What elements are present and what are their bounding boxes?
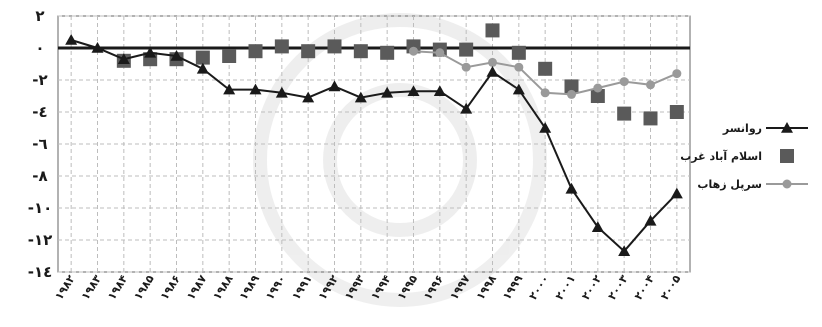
legend-item-2: اسلام آباد غرب: [680, 149, 794, 163]
data-point: [222, 49, 237, 63]
data-point: [353, 44, 368, 59]
x-tick-label: ۲۰۰۴: [632, 272, 657, 302]
legend-label: اسلام آباد غرب: [680, 149, 762, 163]
series-3: [409, 46, 682, 99]
x-tick-label: ۱۹۸۵: [131, 272, 156, 302]
data-point: [590, 89, 605, 103]
data-point: [514, 62, 524, 72]
data-point: [170, 50, 183, 61]
y-tick-label: -۸: [32, 167, 47, 185]
x-tick-label: ۲۰۰۰: [526, 273, 551, 303]
data-point: [409, 46, 418, 56]
y-tick-label: -۲: [32, 71, 47, 89]
y-tick-label: -۱٤: [28, 263, 53, 281]
data-point: [670, 187, 683, 199]
y-tick-label: -۱۰: [28, 199, 53, 217]
y-tick-label: -٤: [32, 103, 47, 121]
data-point: [248, 44, 263, 59]
data-point: [567, 89, 576, 99]
data-point: [196, 62, 209, 74]
data-point: [591, 221, 604, 232]
data-point: [433, 85, 446, 96]
data-point: [459, 42, 474, 57]
data-point: [381, 86, 394, 98]
data-point: [538, 61, 553, 76]
data-point: [327, 39, 342, 54]
y-tick-label: ۰: [35, 39, 44, 57]
data-point: [540, 88, 550, 98]
data-point: [619, 77, 629, 87]
x-tick-label: ۲۰۰۳: [605, 272, 630, 302]
x-tick-label: ۱۹۹۰: [263, 273, 288, 303]
legend-label: روانسر: [722, 122, 762, 135]
data-point: [644, 214, 657, 226]
legend-label: سرپل زهاب: [697, 178, 762, 191]
data-point: [460, 102, 473, 114]
data-point: [301, 44, 316, 59]
x-tick-label: ۱۹۸۴: [105, 272, 130, 302]
x-tick-label: ۲۰۰۱: [553, 273, 578, 303]
data-point: [275, 86, 288, 98]
data-point: [565, 182, 578, 194]
data-point: [195, 50, 210, 65]
y-tick-label: -٦: [32, 135, 47, 153]
y-axis-ticks: ۲ ۰ -۲ -٤ -٦ -۸ -۱۰ -۱۲ -۱٤: [28, 7, 53, 281]
x-tick-label: ۲۰۰۵: [658, 272, 683, 302]
x-tick-label: ۱۹۸۳: [79, 272, 104, 302]
data-point: [617, 106, 632, 121]
data-point: [643, 111, 658, 126]
legend-marker: [780, 149, 794, 163]
data-point: [539, 122, 552, 133]
data-point: [488, 57, 497, 67]
series-1: [65, 34, 683, 256]
data-point: [618, 245, 631, 256]
data-point: [354, 91, 367, 103]
x-tick-label: ۱۹۸۸: [210, 272, 235, 302]
x-tick-label: ۱۹۹۹: [500, 272, 525, 302]
data-point: [328, 80, 341, 92]
x-tick-label: ۱۹۸۹: [237, 272, 262, 302]
legend-item-3: سرپل زهاب: [697, 178, 808, 191]
data-point: [274, 39, 289, 54]
legend-marker: [782, 179, 792, 189]
data-point: [511, 45, 526, 60]
x-tick-label: ۱۹۸۷: [184, 272, 209, 302]
data-point: [461, 62, 471, 72]
data-point: [249, 83, 262, 95]
data-point: [302, 91, 315, 103]
legend-marker: [781, 122, 793, 133]
series-layer: [65, 23, 684, 256]
data-point: [564, 79, 579, 94]
data-point: [144, 46, 157, 58]
series-2: [116, 23, 684, 126]
data-point: [407, 85, 420, 96]
data-point: [435, 48, 445, 58]
data-point: [646, 80, 655, 90]
series-line: [70, 39, 678, 253]
data-point: [65, 34, 78, 45]
data-point: [669, 105, 684, 119]
data-point: [380, 45, 395, 60]
x-tick-label: ۱۹۸۲: [52, 272, 77, 302]
y-tick-label: ۲: [35, 7, 44, 25]
data-point: [486, 66, 499, 77]
data-point: [512, 83, 525, 95]
watermark: [253, 13, 547, 307]
y-tick-label: -۱۲: [28, 231, 53, 249]
data-point: [672, 69, 682, 79]
legend: روانسر اسلام آباد غرب سرپل زهاب: [680, 122, 808, 191]
x-tick-label: ۱۹۹۱: [289, 273, 314, 303]
x-tick-label: ۲۰۰۲: [579, 272, 604, 302]
data-point: [223, 83, 236, 95]
data-point: [91, 42, 104, 53]
x-tick-label: ۱۹۸۶: [158, 273, 183, 303]
data-point: [593, 83, 603, 93]
legend-item-1: روانسر: [722, 122, 808, 135]
data-point: [117, 53, 130, 64]
data-point: [485, 23, 500, 38]
